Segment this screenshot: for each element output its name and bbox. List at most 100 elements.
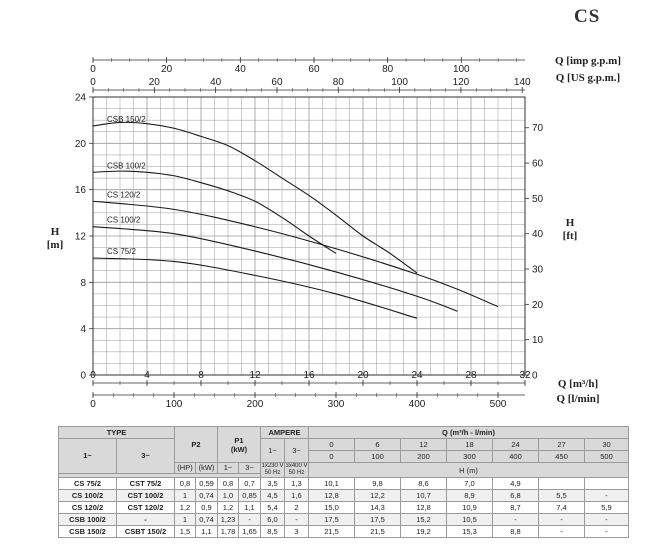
right-axis-unit: [ft] bbox=[563, 230, 578, 242]
cell-head: 5,5 bbox=[538, 489, 585, 502]
x-tick-label: 24 bbox=[411, 370, 423, 381]
hp-unit-header: (HP) bbox=[174, 462, 196, 474]
header-spacer bbox=[58, 473, 261, 479]
p1-1ph-header: 1~ bbox=[217, 462, 239, 474]
y-tick-label: 8 bbox=[80, 278, 86, 289]
ft-tick-label: 20 bbox=[532, 300, 544, 311]
x-tick-label: 4 bbox=[144, 370, 150, 381]
q-lmin-cell: 400 bbox=[492, 450, 539, 463]
cell-p1a: 1,2 bbox=[217, 501, 239, 514]
p2-header: P2 bbox=[174, 426, 218, 463]
imp-tick-label: 40 bbox=[235, 64, 247, 75]
cell-head: - bbox=[492, 513, 539, 526]
p1-unit: (kW) bbox=[230, 444, 248, 454]
cell-t3: - bbox=[116, 513, 175, 526]
lmin-tick-label: 100 bbox=[166, 399, 183, 410]
brand-title: CS bbox=[574, 6, 601, 27]
cell-kw: 0,74 bbox=[195, 489, 218, 502]
cell-head bbox=[538, 477, 585, 490]
cell-head: 8,9 bbox=[446, 489, 493, 502]
voltage-1ph-label: 1x230 V bbox=[261, 463, 284, 470]
cell-head: 8,6 bbox=[400, 477, 447, 490]
kw-unit-header: (kW) bbox=[195, 462, 218, 474]
cell-t3: CST 75/2 bbox=[116, 477, 175, 490]
type-header: TYPE bbox=[58, 426, 175, 439]
table-row: CS 75/2 CST 75/2 0,8 0,59 0,8 0,7 3,5 1,3 10,1 9,… bbox=[58, 477, 629, 490]
p1-header: P1 (kW) bbox=[217, 426, 261, 463]
x-tick-label: 32 bbox=[519, 370, 531, 381]
ampere-header: AMPERE bbox=[260, 426, 309, 439]
cell-p1a: 1,78 bbox=[217, 525, 239, 538]
cell-head: 12,8 bbox=[400, 501, 447, 514]
cell-p1b: - bbox=[238, 513, 261, 526]
cell-head: 15,2 bbox=[400, 513, 447, 526]
us-tick-label: 0 bbox=[90, 77, 96, 88]
cell-p1b: 1,1 bbox=[238, 501, 261, 514]
y-tick-label: 20 bbox=[75, 139, 87, 150]
q-m3h-cell: 27 bbox=[538, 438, 585, 451]
cell-t1: CS 100/2 bbox=[58, 489, 117, 502]
lmin-tick-label: 300 bbox=[328, 399, 345, 410]
cell-head: - bbox=[538, 525, 585, 538]
cell-head: - bbox=[538, 513, 585, 526]
cell-t1: CSB 150/2 bbox=[58, 525, 117, 538]
table-row: CS 120/2 CST 120/2 1,2 0,9 1,2 1,1 5,4 2 15,0 14,… bbox=[58, 501, 629, 514]
q-m3h-cell: 30 bbox=[584, 438, 629, 451]
cell-p1a: 1,23 bbox=[217, 513, 239, 526]
y-tick-label: 0 bbox=[80, 371, 86, 382]
flow-header: Q (m³/h - l/min) bbox=[308, 426, 629, 439]
lmin-tick-label: 400 bbox=[409, 399, 426, 410]
lmin-axis-title: Q [l/min] bbox=[556, 393, 599, 405]
cell-head bbox=[584, 477, 629, 490]
y-tick-label: 16 bbox=[75, 185, 87, 196]
cell-hp: 1,5 bbox=[174, 525, 196, 538]
table-row: CSB 150/2 CSBT 150/2 1,5 1,1 1,78 1,65 8,5 3 21,… bbox=[58, 525, 629, 538]
frequency-3ph-label: 50 Hz bbox=[288, 470, 305, 476]
cell-head: 12,2 bbox=[354, 489, 401, 502]
x-tick-label: 8 bbox=[198, 370, 204, 381]
cell-hp: 1 bbox=[174, 489, 196, 502]
q-m3h-cell: 24 bbox=[492, 438, 539, 451]
curve-csb-150-2 bbox=[92, 121, 418, 274]
cell-t1: CSB 100/2 bbox=[58, 513, 117, 526]
cell-head: 17,5 bbox=[354, 513, 401, 526]
p1-label: P1 bbox=[234, 435, 244, 445]
cell-head: 12,8 bbox=[308, 489, 355, 502]
x-tick-label: 28 bbox=[465, 370, 477, 381]
cell-t1: CS 75/2 bbox=[58, 477, 117, 490]
table-row: CS 100/2 CST 100/2 1 0,74 1,0 0,85 4,5 1,6 12,8 1… bbox=[58, 489, 629, 502]
imp-tick-label: 80 bbox=[382, 64, 394, 75]
p1-3ph-header: 3~ bbox=[238, 462, 261, 474]
cell-head: 9,8 bbox=[354, 477, 401, 490]
x-tick-label: 20 bbox=[357, 370, 369, 381]
curve-cs-100-2 bbox=[92, 226, 458, 312]
us-tick-label: 80 bbox=[333, 77, 345, 88]
q-lmin-cell: 200 bbox=[400, 450, 447, 463]
curve-cs-75-2 bbox=[92, 257, 418, 319]
cell-head: 21,5 bbox=[354, 525, 401, 538]
cell-a3: 2 bbox=[284, 501, 309, 514]
cell-a1: 4,5 bbox=[260, 489, 285, 502]
cell-a1: 5,4 bbox=[260, 501, 285, 514]
cell-head: 10,9 bbox=[446, 501, 493, 514]
cell-head: 10,7 bbox=[400, 489, 447, 502]
cell-t3: CST 100/2 bbox=[116, 489, 175, 502]
q-lmin-cell: 0 bbox=[308, 450, 355, 463]
y-tick-label: 12 bbox=[75, 232, 87, 243]
ft-tick-label: 60 bbox=[532, 159, 544, 170]
ft-tick-label: 70 bbox=[532, 123, 544, 134]
frequency-1ph-label: 50 Hz bbox=[264, 470, 281, 476]
cell-head: 5,9 bbox=[584, 501, 629, 514]
lmin-tick-label: 500 bbox=[490, 399, 507, 410]
cell-head: - bbox=[584, 525, 629, 538]
imp-tick-label: 60 bbox=[308, 64, 320, 75]
us-tick-label: 140 bbox=[514, 77, 531, 88]
cell-p1b: 1,65 bbox=[238, 525, 261, 538]
voltage-3ph-header: 3x400 V 50 Hz bbox=[284, 462, 309, 478]
cell-t1: CS 120/2 bbox=[58, 501, 117, 514]
voltage-1ph-header: 1x230 V 50 Hz bbox=[260, 462, 285, 478]
cell-head: - bbox=[584, 513, 629, 526]
cell-p1b: 0,7 bbox=[238, 477, 261, 490]
table-row: CSB 100/2-1 0,74 1,23-6,0-17,5 17,5 15,2 10,5… bbox=[58, 513, 629, 526]
